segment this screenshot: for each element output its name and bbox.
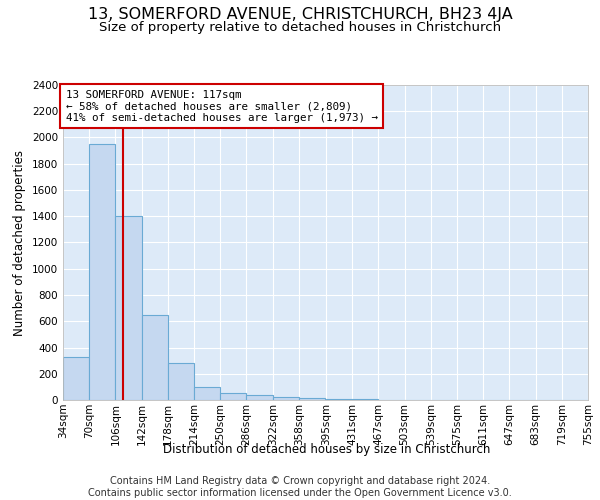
Bar [115, 216, 142, 400]
Bar [273, 398, 299, 400]
Text: 13, SOMERFORD AVENUE, CHRISTCHURCH, BH23 4JA: 13, SOMERFORD AVENUE, CHRISTCHURCH, BH23… [88, 8, 512, 22]
Text: Size of property relative to detached houses in Christchurch: Size of property relative to detached ho… [99, 21, 501, 34]
Bar [194, 387, 220, 400]
Text: 13 SOMERFORD AVENUE: 117sqm
← 58% of detached houses are smaller (2,809)
41% of : 13 SOMERFORD AVENUE: 117sqm ← 58% of det… [65, 90, 377, 123]
Bar [326, 399, 352, 400]
Bar [247, 396, 273, 400]
Bar [142, 314, 168, 400]
Bar [168, 363, 194, 400]
Bar [89, 144, 115, 400]
Bar [63, 358, 89, 400]
Bar [299, 398, 325, 400]
Y-axis label: Number of detached properties: Number of detached properties [13, 150, 26, 336]
Bar [220, 393, 247, 400]
Text: Distribution of detached houses by size in Christchurch: Distribution of detached houses by size … [163, 442, 491, 456]
Text: Contains HM Land Registry data © Crown copyright and database right 2024.
Contai: Contains HM Land Registry data © Crown c… [88, 476, 512, 498]
